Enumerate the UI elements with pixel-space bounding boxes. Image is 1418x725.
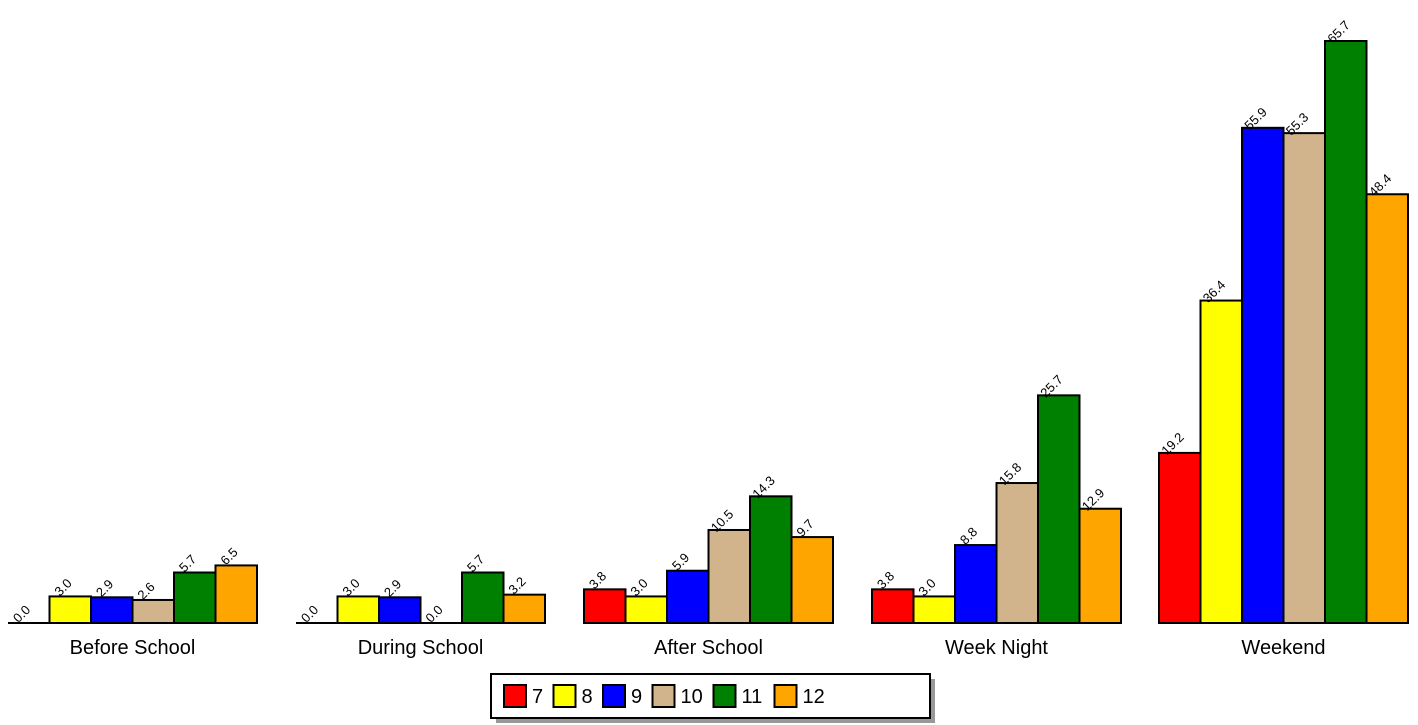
bar [1365,193,1409,625]
bar [666,569,710,625]
bar [1282,132,1326,624]
bar [954,544,998,624]
legend-label: 10 [681,686,703,708]
legend-label: 8 [582,686,593,708]
bar [583,588,627,624]
bar [995,482,1039,624]
legend-swatch [651,684,676,708]
category-label: After School [654,637,763,659]
legend: 7 8 9 10 11 12 [490,673,935,723]
bar [749,495,793,624]
bar [48,595,92,625]
category-label: Weekend [1241,637,1325,659]
bar [378,596,422,624]
bar [790,536,834,624]
category-label: During School [358,637,484,659]
bar [1037,394,1081,624]
bar [1324,40,1368,624]
bar [214,564,258,625]
bar [173,571,217,624]
bar [1199,299,1243,624]
legend-label: 9 [631,686,642,708]
bar [131,598,175,624]
bar [912,595,956,625]
bar [502,593,546,624]
bar [90,596,134,624]
bar [707,528,751,625]
category-label: Week Night [945,637,1048,659]
legend-swatch [773,684,798,708]
legend-swatch [503,684,527,708]
legend-label: 12 [803,686,825,708]
bar [336,595,380,625]
legend-label: 7 [532,686,543,708]
bar [1158,451,1202,625]
bar [871,588,915,624]
category-label: Before School [70,637,196,659]
bar [624,595,668,625]
bar [1078,507,1122,624]
legend-swatch [712,684,737,708]
bar [461,571,505,624]
legend-swatch [552,684,577,708]
legend-swatch [602,684,626,708]
legend-label: 11 [742,686,763,708]
bar [1241,126,1285,625]
